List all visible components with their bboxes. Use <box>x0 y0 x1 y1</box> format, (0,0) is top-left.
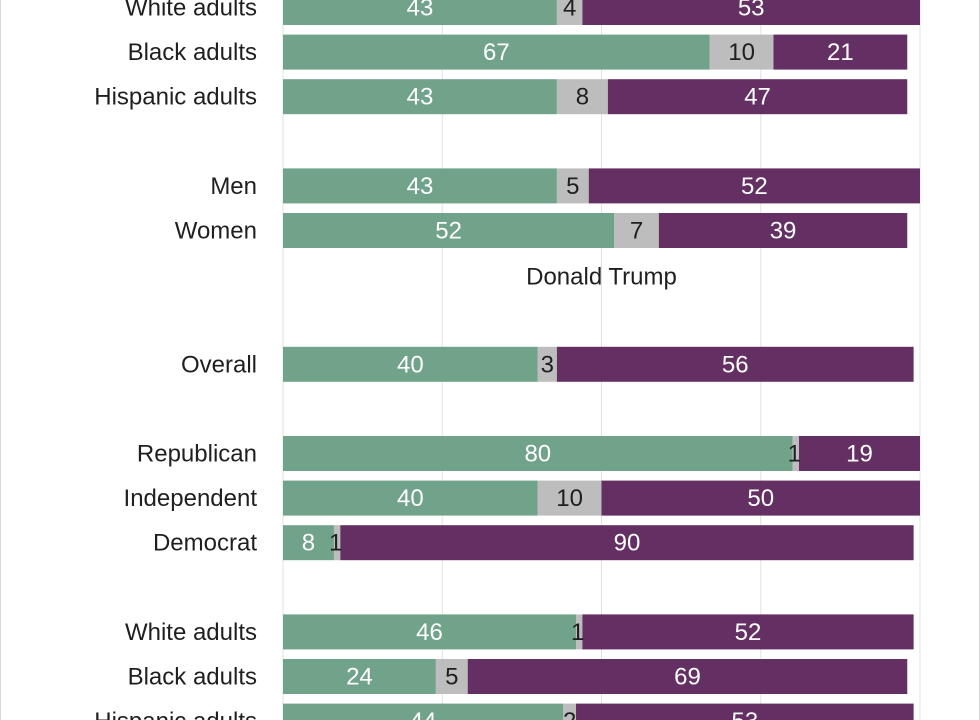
bar-segment-neutral <box>563 703 577 720</box>
value-label-negative: 19 <box>846 441 873 468</box>
bar-segment-positive <box>283 346 538 382</box>
row-label: Black adults <box>128 39 257 66</box>
value-label-positive: 43 <box>407 0 434 22</box>
row-label: White adults <box>125 0 257 22</box>
value-label-positive: 43 <box>407 84 434 111</box>
row-label: Independent <box>124 485 258 512</box>
bar-segment-negative <box>658 213 908 248</box>
bar-segment-neutral <box>537 480 602 516</box>
value-label-negative: 21 <box>827 39 854 66</box>
value-label-neutral: 3 <box>541 351 554 378</box>
value-label-positive: 40 <box>397 351 424 378</box>
bar-segment-negative <box>467 659 908 694</box>
bar-segment-neutral <box>792 436 799 471</box>
value-label-positive: 52 <box>435 218 462 245</box>
bar-segment-neutral <box>556 79 608 115</box>
value-label-negative: 50 <box>747 485 774 512</box>
bar-segment-negative <box>582 614 914 650</box>
value-label-neutral: 1 <box>329 530 342 557</box>
bar-segment-negative <box>556 346 914 382</box>
row-label: White adults <box>125 619 257 646</box>
value-label-negative: 52 <box>735 619 762 646</box>
value-label-negative: 53 <box>738 0 765 22</box>
bar-segment-positive <box>283 614 577 650</box>
value-label-negative: 39 <box>770 218 797 245</box>
bar-segment-neutral <box>556 0 583 25</box>
bar-segment-neutral <box>709 34 774 70</box>
value-label-neutral: 10 <box>556 485 583 512</box>
row-label: Hispanic adults <box>94 708 257 720</box>
value-label-neutral: 4 <box>563 0 576 22</box>
row-label: Men <box>210 173 257 200</box>
value-label-positive: 43 <box>407 173 434 200</box>
bar-segment-neutral <box>614 213 659 248</box>
bar-segment-positive <box>283 168 557 204</box>
row-label: Democrat <box>153 530 257 557</box>
value-label-negative: 53 <box>731 708 758 720</box>
value-label-positive: 67 <box>483 39 510 66</box>
bar-segment-positive <box>283 436 793 471</box>
bar-segment-negative <box>340 525 914 561</box>
value-label-positive: 24 <box>346 664 373 691</box>
bar-segment-positive <box>283 480 538 516</box>
bar-segment-positive <box>283 703 564 720</box>
value-label-negative: 47 <box>744 84 771 111</box>
bar-segment-positive <box>283 34 710 70</box>
bars <box>283 0 920 720</box>
value-label-neutral: 8 <box>576 84 589 111</box>
bar-segment-negative <box>576 703 914 720</box>
bar-segment-negative <box>798 436 920 471</box>
value-label-positive: 40 <box>397 485 424 512</box>
row-label: Hispanic adults <box>94 84 257 111</box>
value-label-neutral: 2 <box>563 708 576 720</box>
row-label: Overall <box>181 351 257 378</box>
value-label-negative: 69 <box>674 664 701 691</box>
row-label: Republican <box>137 441 257 468</box>
row-label: Black adults <box>128 664 257 691</box>
bar-segment-negative <box>607 79 908 115</box>
value-label-neutral: 1 <box>788 441 801 468</box>
value-label-neutral: 5 <box>445 664 458 691</box>
value-label-positive: 8 <box>302 530 315 557</box>
value-label-positive: 46 <box>416 619 443 646</box>
value-label-negative: 56 <box>722 351 749 378</box>
bar-segment-positive <box>283 0 557 25</box>
bar-segment-positive <box>283 659 436 694</box>
value-label-neutral: 7 <box>630 218 643 245</box>
value-label-neutral: 10 <box>728 39 755 66</box>
value-label-negative: 90 <box>614 530 641 557</box>
value-label-neutral: 1 <box>571 619 584 646</box>
bar-segment-neutral <box>333 525 341 561</box>
value-label-neutral: 5 <box>566 173 579 200</box>
bar-segment-neutral <box>556 168 589 204</box>
bar-segment-positive <box>283 79 557 115</box>
bar-segment-negative <box>773 34 908 70</box>
value-label-positive: 44 <box>410 708 437 720</box>
value-label-negative: 52 <box>741 173 768 200</box>
bar-segment-positive <box>283 525 334 561</box>
row-label: Women <box>175 218 257 245</box>
bar-segment-neutral <box>435 659 468 694</box>
value-label-positive: 80 <box>524 441 551 468</box>
section-title: Donald Trump <box>526 263 677 290</box>
bar-segment-negative <box>582 0 920 25</box>
bar-segment-neutral <box>576 614 583 650</box>
bar-segment-positive <box>283 213 615 248</box>
bar-segment-negative <box>588 168 920 204</box>
bar-segment-neutral <box>537 346 557 382</box>
bar-segment-negative <box>601 480 920 516</box>
